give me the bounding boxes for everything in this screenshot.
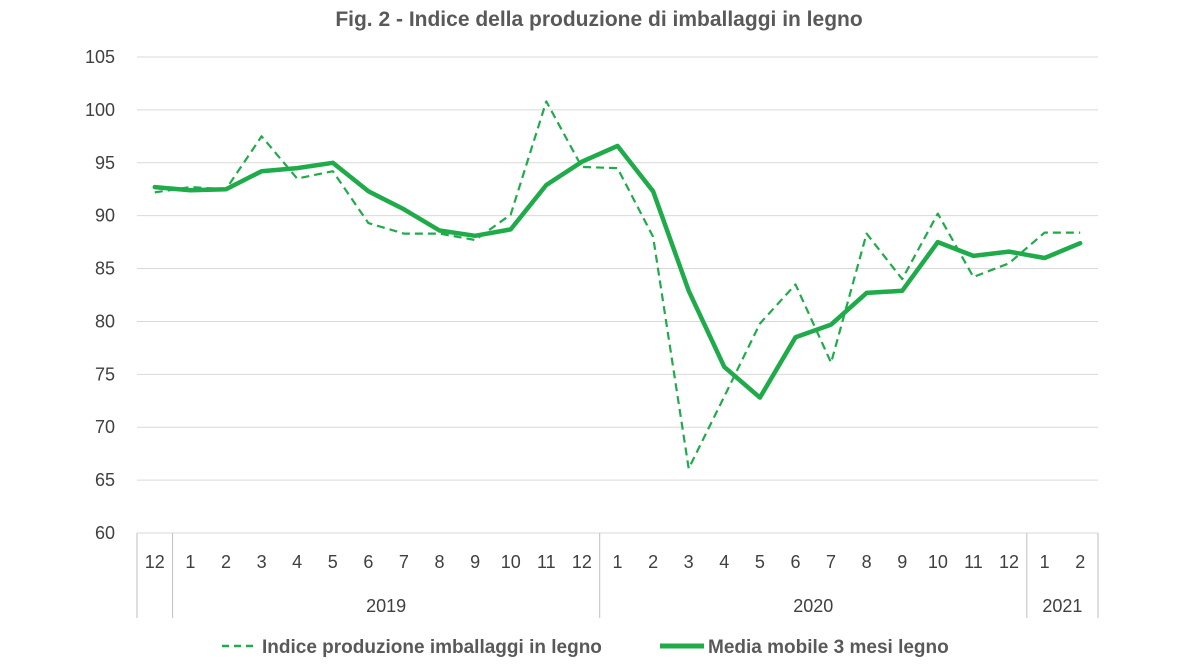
x-tick-label: 5 bbox=[755, 552, 765, 572]
y-tick-label: 75 bbox=[95, 364, 115, 384]
x-tick-label: 8 bbox=[862, 552, 872, 572]
x-tick-label: 1 bbox=[1040, 552, 1050, 572]
x-tick-label: 1 bbox=[612, 552, 622, 572]
x-tick-label: 12 bbox=[145, 552, 165, 572]
x-tick-label: 12 bbox=[572, 552, 592, 572]
y-tick-label: 80 bbox=[95, 311, 115, 331]
x-tick-label: 3 bbox=[257, 552, 267, 572]
x-tick-label: 1 bbox=[185, 552, 195, 572]
legend: Indice produzione imballaggi in legno Med… bbox=[222, 637, 949, 658]
y-tick-label: 105 bbox=[85, 47, 115, 67]
x-tick-label: 3 bbox=[684, 552, 694, 572]
x-tick-label: 4 bbox=[719, 552, 729, 572]
y-tick-label: 65 bbox=[95, 470, 115, 490]
x-group-label: 2021 bbox=[1042, 596, 1082, 616]
y-tick-label: 95 bbox=[95, 153, 115, 173]
series-line-moving-average bbox=[152, 143, 1083, 400]
y-tick-label: 90 bbox=[95, 206, 115, 226]
x-tick-label: 4 bbox=[292, 552, 302, 572]
y-tick-label: 70 bbox=[95, 417, 115, 437]
y-tick-label: 100 bbox=[85, 100, 115, 120]
x-tick-label: 2 bbox=[1075, 552, 1085, 572]
y-axis-ticks: 60 65 70 75 80 85 90 95 100 105 bbox=[85, 47, 115, 543]
x-group-label: 2020 bbox=[793, 596, 833, 616]
x-tick-label: 2 bbox=[221, 552, 231, 572]
x-tick-label: 8 bbox=[435, 552, 445, 572]
x-tick-label: 11 bbox=[964, 552, 983, 572]
x-tick-label: 5 bbox=[328, 552, 338, 572]
y-tick-label: 85 bbox=[95, 259, 115, 279]
x-tick-label: 9 bbox=[897, 552, 907, 572]
x-tick-label: 10 bbox=[928, 552, 948, 572]
x-tick-label: 6 bbox=[363, 552, 373, 572]
series-lines bbox=[152, 100, 1083, 470]
chart-title: Fig. 2 - Indice della produzione di imba… bbox=[335, 8, 862, 31]
x-tick-label: 9 bbox=[470, 552, 480, 572]
x-group-label: 2019 bbox=[366, 596, 406, 616]
x-tick-label: 7 bbox=[826, 552, 836, 572]
x-tick-label: 11 bbox=[537, 552, 556, 572]
legend-label: Indice produzione imballaggi in legno bbox=[262, 637, 602, 658]
legend-label: Media mobile 3 mesi legno bbox=[708, 637, 949, 658]
x-tick-label: 12 bbox=[999, 552, 1019, 572]
x-tick-label: 7 bbox=[399, 552, 409, 572]
series-line-index bbox=[154, 100, 1081, 470]
x-tick-label: 6 bbox=[790, 552, 800, 572]
x-tick-label: 10 bbox=[501, 552, 521, 572]
grid-lines bbox=[137, 56, 1098, 534]
y-tick-label: 60 bbox=[95, 523, 115, 543]
x-tick-label: 2 bbox=[648, 552, 658, 572]
